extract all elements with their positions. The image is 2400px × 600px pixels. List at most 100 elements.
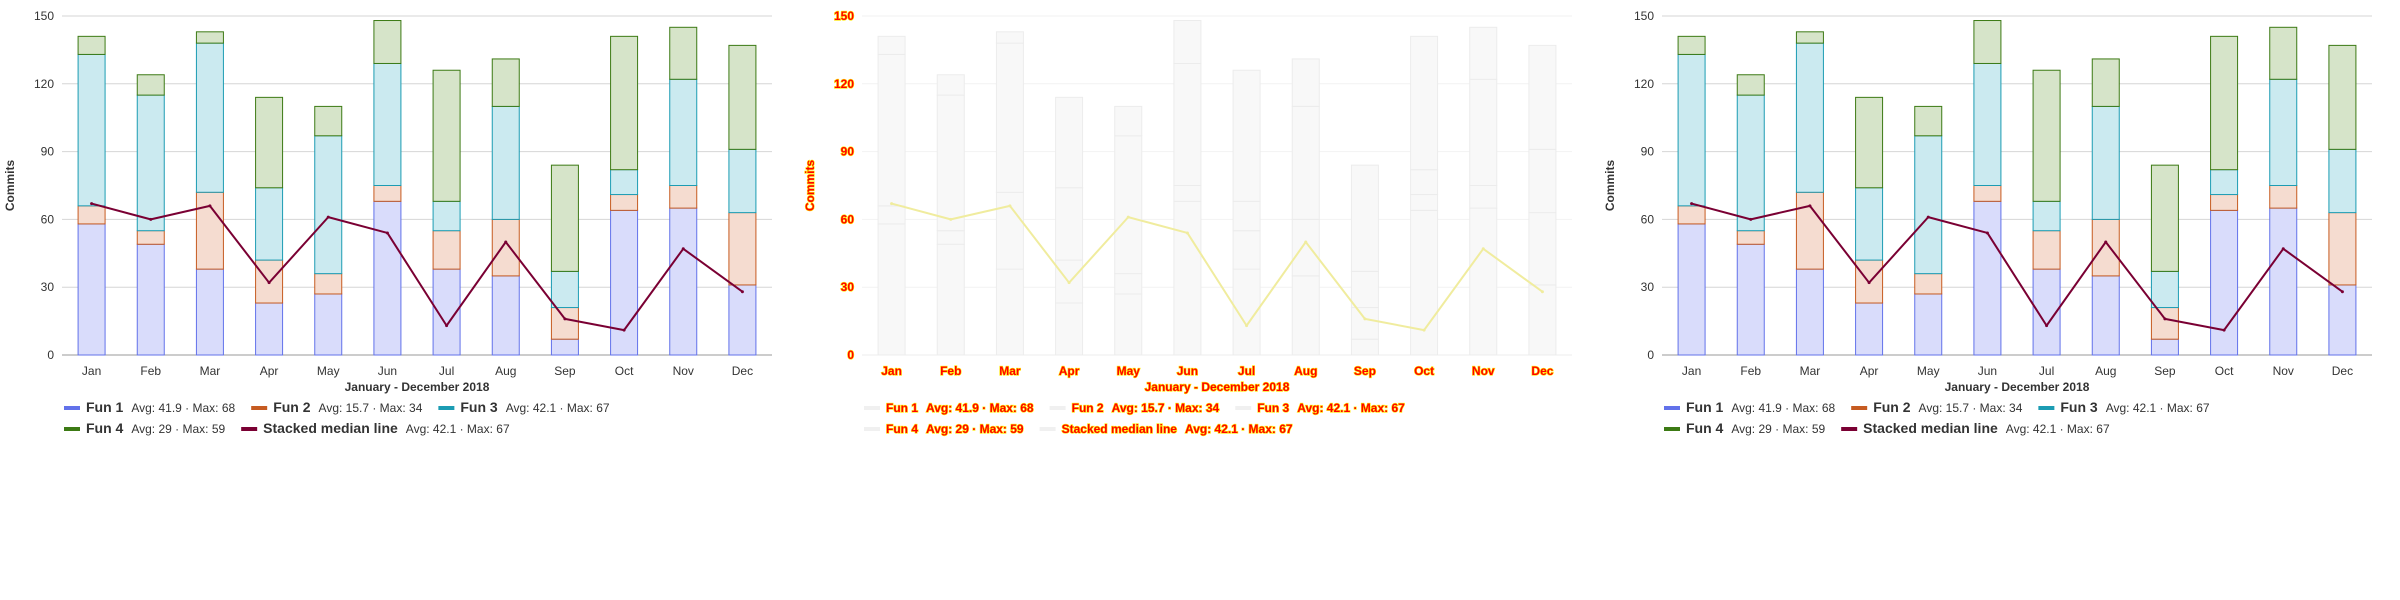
x-axis-title: January - December 2018 — [1945, 380, 2090, 394]
y-tick-label: 0 — [847, 348, 854, 362]
bar-fun-2-aug — [491, 218, 520, 277]
bar-fun-1-apr — [255, 302, 284, 356]
y-tick-label: 30 — [1641, 280, 1655, 294]
bar-fun-3-oct — [1410, 169, 1439, 196]
chart-panel-left: 0 30 60 90 120 150 Jan Feb Mar Apr May Jun Jul Aug Sep… — [3, 9, 772, 436]
bar-fun-1-dec — [1528, 284, 1557, 356]
bar-fun-2-oct — [2210, 194, 2239, 211]
legend-stats: Avg: 42.1 · Max: 67 — [2106, 401, 2210, 415]
line-point-jun — [1185, 231, 1189, 235]
line-point-jul — [1245, 324, 1249, 328]
x-tick-label: Oct — [615, 364, 634, 378]
y-tick-label: 60 — [841, 212, 855, 226]
bar-fun-1-jan — [1677, 223, 1706, 356]
bar-fun-4-may — [314, 105, 343, 137]
bar-fun-2-jan — [877, 205, 906, 225]
bar-fun-4-sep — [550, 164, 579, 272]
bar-fun-3-jun — [373, 62, 402, 186]
series-line-stacked-median — [891, 202, 1544, 332]
x-tick-label: Jan — [82, 364, 101, 378]
x-tick-label: Feb — [1740, 364, 1761, 378]
x-tick-label: Jun — [1978, 364, 1997, 378]
bar-fun-4-mar — [1795, 31, 1824, 44]
bar-fun-3-jul — [2032, 200, 2061, 232]
y-axis-title: Commits — [3, 160, 17, 212]
bar-fun-4-dec — [728, 44, 757, 150]
bar-fun-4-jan — [1677, 35, 1706, 55]
x-tick-label: Jan — [1682, 364, 1701, 378]
legend-label: Fun 4 — [86, 420, 124, 436]
bar-fun-2-dec — [1528, 212, 1557, 286]
legend-stats: Avg: 42.1 · Max: 67 — [506, 401, 610, 415]
legend-stats: Avg: 15.7 · Max: 34 — [1112, 401, 1220, 415]
legend-label: Stacked median line — [1062, 422, 1178, 436]
x-tick-label: Feb — [140, 364, 161, 378]
bar-fun-4-apr — [1855, 96, 1884, 189]
bar-fun-2-dec — [2328, 212, 2357, 286]
bar-fun-3-jan — [877, 53, 906, 207]
line-point-nov — [1481, 247, 1485, 251]
bar-fun-4-jan — [877, 35, 906, 55]
bar-fun-2-mar — [195, 191, 224, 270]
bar-fun-2-feb — [1736, 230, 1765, 245]
legend-label: Fun 1 — [1686, 399, 1724, 415]
bar-fun-2-jan — [77, 205, 106, 225]
legend-label: Fun 2 — [1072, 401, 1104, 415]
y-tick-label: 60 — [1641, 212, 1655, 226]
y-tick-label: 90 — [41, 145, 55, 159]
x-tick-label: Jul — [2039, 364, 2054, 378]
bar-fun-1-dec — [728, 284, 757, 356]
x-tick-label: Dec — [1531, 364, 1553, 378]
bar-fun-4-oct — [610, 35, 639, 171]
y-tick-label: 30 — [41, 280, 55, 294]
bar-fun-1-oct — [1410, 209, 1439, 356]
x-tick-label: Dec — [732, 364, 753, 378]
bar-fun-1-may — [1114, 293, 1143, 356]
bar-fun-4-mar — [195, 31, 224, 44]
legend-label: Fun 1 — [86, 399, 124, 415]
y-axis-title: Commits — [1603, 160, 1617, 212]
bar-fun-3-aug — [2091, 105, 2120, 220]
line-point-nov — [681, 247, 685, 251]
bar-fun-2-may — [1114, 273, 1143, 295]
bar-fun-2-may — [314, 273, 343, 295]
line-point-apr — [1867, 281, 1871, 285]
bar-fun-1-jun — [1973, 200, 2002, 356]
bar-fun-4-apr — [1055, 96, 1084, 189]
bar-fun-3-feb — [1736, 94, 1765, 232]
bar-fun-1-feb — [136, 243, 165, 356]
bar-fun-4-jul — [2032, 69, 2061, 202]
bar-fun-1-may — [1914, 293, 1943, 356]
bar-fun-1-may — [314, 293, 343, 356]
bar-fun-4-aug — [491, 58, 520, 107]
x-tick-label: Apr — [1059, 364, 1080, 378]
bar-fun-2-jul — [432, 230, 461, 270]
legend-label: Stacked median line — [263, 420, 398, 436]
bar-fun-3-dec — [1528, 148, 1557, 214]
legend-label: Fun 3 — [2060, 399, 2098, 415]
bar-fun-3-nov — [1469, 78, 1498, 186]
bar-fun-3-mar — [195, 42, 224, 193]
x-axis-title: January - December 2018 — [345, 380, 490, 394]
bar-fun-2-jul — [2032, 230, 2061, 270]
x-tick-label: Sep — [554, 364, 576, 378]
bar-fun-3-jul — [432, 200, 461, 232]
bar-fun-3-may — [1914, 135, 1943, 275]
legend-label: Fun 3 — [1257, 401, 1289, 415]
x-tick-label: Aug — [2095, 364, 2116, 378]
line-point-feb — [949, 217, 953, 221]
y-tick-label: 60 — [41, 212, 55, 226]
bar-fun-3-aug — [491, 105, 520, 220]
bar-fun-1-nov — [2269, 207, 2298, 356]
bar-fun-4-jun — [1973, 20, 2002, 64]
bar-fun-2-mar — [1795, 191, 1824, 270]
bar-fun-3-aug — [1291, 105, 1320, 220]
bar-fun-3-jul — [1232, 200, 1261, 232]
bar-fun-2-mar — [995, 191, 1024, 270]
bar-fun-3-dec — [728, 148, 757, 214]
bar-fun-3-apr — [1055, 187, 1084, 261]
x-tick-label: Dec — [2332, 364, 2353, 378]
x-tick-label: May — [1917, 364, 1940, 378]
legend-stats: Avg: 15.7 · Max: 34 — [319, 401, 423, 415]
